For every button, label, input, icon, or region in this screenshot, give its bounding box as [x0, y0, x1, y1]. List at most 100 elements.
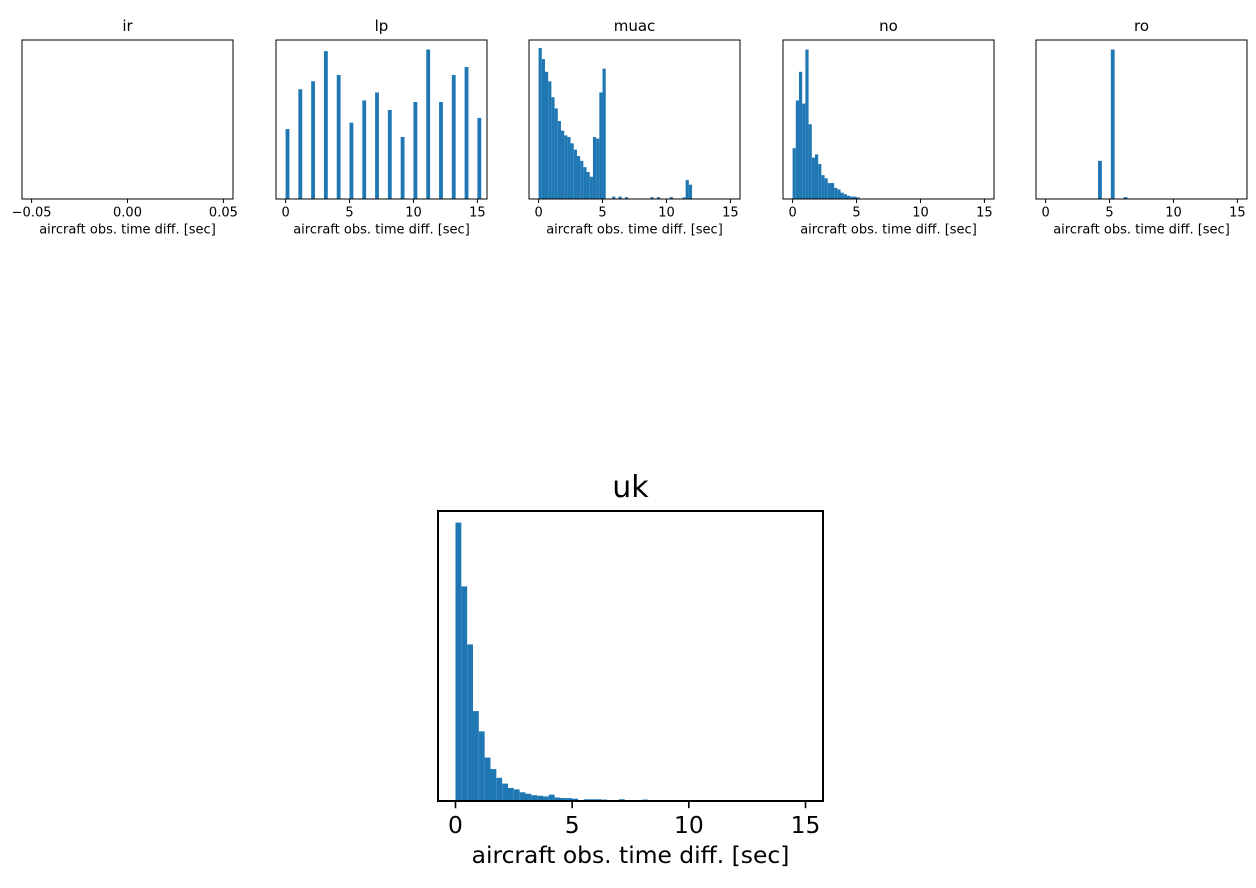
x-tick-label: 5: [345, 206, 353, 221]
axes-frame: [21, 39, 234, 200]
histogram-bar: [1098, 160, 1102, 199]
histogram-bar: [496, 777, 503, 801]
histogram-bar: [531, 795, 538, 801]
histogram-bar: [824, 178, 828, 199]
subplot-title: ro: [1134, 17, 1149, 35]
histogram-bar: [362, 100, 367, 199]
x-tick-label: 15: [791, 811, 821, 839]
axes-frame: [275, 39, 488, 200]
histogram-bar: [818, 164, 822, 199]
x-tick-label: 10: [674, 811, 704, 839]
histogram-bar: [336, 74, 341, 199]
histogram-bar: [612, 196, 616, 199]
histogram-bar: [688, 184, 693, 199]
histogram-bar: [560, 798, 567, 801]
x-tick-label: 15: [722, 206, 739, 221]
histogram-bar: [525, 793, 532, 801]
histogram-bar: [821, 175, 825, 199]
histogram-bar: [513, 789, 520, 801]
x-tick-label: 10: [658, 206, 675, 221]
histogram-bar: [567, 136, 571, 199]
subplot-title: ir: [122, 17, 133, 35]
histogram-bar: [802, 103, 806, 199]
histogram-bar: [464, 67, 469, 199]
histogram-bar: [682, 197, 686, 199]
x-tick-label: 0.00: [113, 206, 142, 221]
histogram-bar: [548, 81, 552, 199]
histogram-bar: [846, 195, 851, 199]
histogram-bar: [323, 51, 328, 199]
histogram-bar: [554, 797, 561, 801]
histogram-bar: [298, 89, 303, 199]
histogram-bar: [566, 798, 573, 801]
x-tick-label: 0.05: [209, 206, 238, 221]
x-tick-label: −0.05: [12, 206, 52, 221]
histogram-bar: [599, 92, 603, 199]
histogram-bar: [538, 47, 542, 200]
x-tick-label: 0: [788, 206, 796, 221]
subplot-muac: 0 5 10 15 aircraft obs. time diff. [sec] muac: [528, 17, 741, 238]
histogram-bar: [827, 183, 831, 199]
histogram-bar: [798, 71, 803, 199]
histogram-bar: [537, 795, 543, 801]
histogram-bar: [560, 130, 565, 199]
histogram-bar: [478, 731, 485, 801]
x-tick-label: 15: [469, 206, 486, 221]
histogram-bar: [349, 122, 354, 199]
histogram-bar: [375, 92, 379, 199]
subplot-title: lp: [375, 17, 389, 35]
subplot-ir: −0.05 0.00 0.05 aircraft obs. time diff. [s…: [12, 17, 238, 238]
histogram-bar: [543, 796, 549, 801]
x-tick-label: 5: [598, 206, 606, 221]
x-tick-label: 5: [1105, 206, 1113, 221]
histogram-bar: [467, 644, 473, 801]
axes-frame: [782, 39, 995, 200]
histogram-bar: [596, 138, 600, 199]
histogram-bar: [602, 68, 606, 200]
histogram-bar: [618, 196, 622, 199]
histogram-bar: [554, 108, 558, 199]
histogram-bar: [564, 135, 568, 199]
histogram-bar: [387, 109, 392, 199]
histogram-bar: [570, 143, 574, 199]
x-axis-label: aircraft obs. time diff. [sec]: [800, 223, 977, 238]
histogram-bar: [811, 157, 815, 199]
histogram-bar: [484, 757, 491, 801]
subplot-no: 0 5 10 15 aircraft obs. time diff. [sec] no: [782, 17, 995, 238]
histogram-bar: [461, 586, 468, 801]
histogram-bar: [400, 136, 405, 199]
histogram-bar: [624, 197, 629, 199]
histogram-bar: [541, 59, 545, 199]
histogram-bar: [519, 792, 526, 801]
subplot-lp: 0 5 10 15 aircraft obs. time diff. [sec] lp: [275, 17, 488, 238]
x-axis-label: aircraft obs. time diff. [sec]: [546, 223, 723, 238]
histogram-bar: [592, 136, 597, 199]
subplot-ro: 0 5 10 15 aircraft obs. time diff. [sec] ro: [1035, 17, 1248, 238]
histogram-bar: [1110, 49, 1115, 199]
histogram-bar: [576, 156, 581, 199]
histogram-bar: [656, 197, 661, 199]
histogram-bar: [650, 197, 654, 199]
x-tick-label: 15: [976, 206, 993, 221]
axes-frame: [437, 510, 824, 802]
histogram-bar: [439, 102, 443, 199]
histogram-bar: [856, 197, 860, 199]
x-axis-label: aircraft obs. time diff. [sec]: [472, 841, 790, 869]
x-tick-label: 10: [1165, 206, 1182, 221]
histogram-bar: [840, 192, 844, 199]
histogram-bar: [805, 49, 809, 199]
x-tick-label: 15: [1229, 206, 1246, 221]
histogram-bar: [285, 129, 290, 199]
histogram-bar: [814, 154, 819, 199]
x-tick-label: 0: [534, 206, 542, 221]
histogram-bar: [426, 49, 431, 199]
histogram-bar: [850, 196, 854, 199]
subplot-title: uk: [612, 470, 649, 505]
x-tick-label: 5: [852, 206, 860, 221]
histogram-bar: [834, 187, 838, 199]
histogram-bar: [580, 160, 584, 199]
histogram-bar: [572, 798, 578, 801]
histogram-bar: [685, 179, 689, 199]
